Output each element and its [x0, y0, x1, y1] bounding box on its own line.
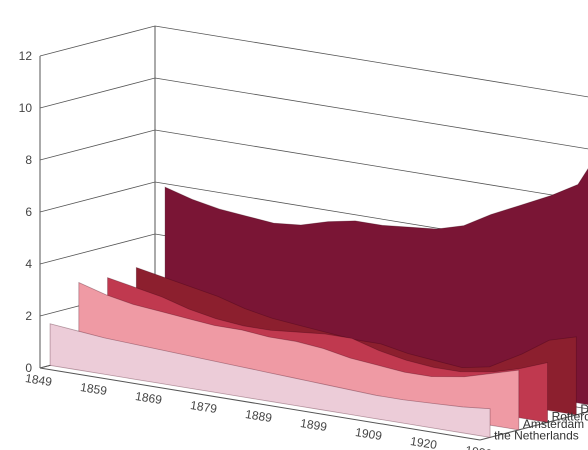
gridline [39, 25, 588, 98]
x-tick-label: 1859 [79, 380, 108, 398]
y-tick-label: 10 [19, 101, 33, 115]
floor-edge [479, 411, 588, 441]
gridline [39, 77, 588, 150]
x-tick-label: 1869 [134, 389, 163, 407]
x-tick-label: 1899 [299, 416, 328, 434]
x-tick-label: 1920 [409, 434, 438, 450]
x-tick-label: 1909 [354, 425, 383, 443]
y-tick-label: 2 [25, 309, 32, 323]
x-tick-label: 1930 [464, 443, 493, 450]
y-tick-label: 0 [25, 361, 32, 375]
y-tick-label: 8 [25, 153, 32, 167]
x-tick-label: 1879 [189, 398, 218, 416]
y-tick-label: 6 [25, 205, 32, 219]
x-tick-label: 1849 [24, 371, 53, 389]
series-label: Den Haag [580, 402, 588, 416]
gridline [39, 129, 588, 202]
x-tick-label: 1889 [244, 407, 273, 425]
chart-labels: 0 2 4 6 8 10 12 1849 1859 1869 1879 1889 1899 1909 192… [19, 49, 588, 450]
y-tick-label: 4 [25, 257, 32, 271]
floor-edge [39, 367, 481, 441]
series-ribbon [49, 323, 491, 438]
y-tick-label: 12 [19, 49, 33, 63]
chart-series [49, 168, 588, 438]
series-label: Amsterdam [523, 417, 584, 431]
series-label: Rotterdam [552, 409, 588, 423]
series-label: the Netherlands [494, 428, 579, 442]
